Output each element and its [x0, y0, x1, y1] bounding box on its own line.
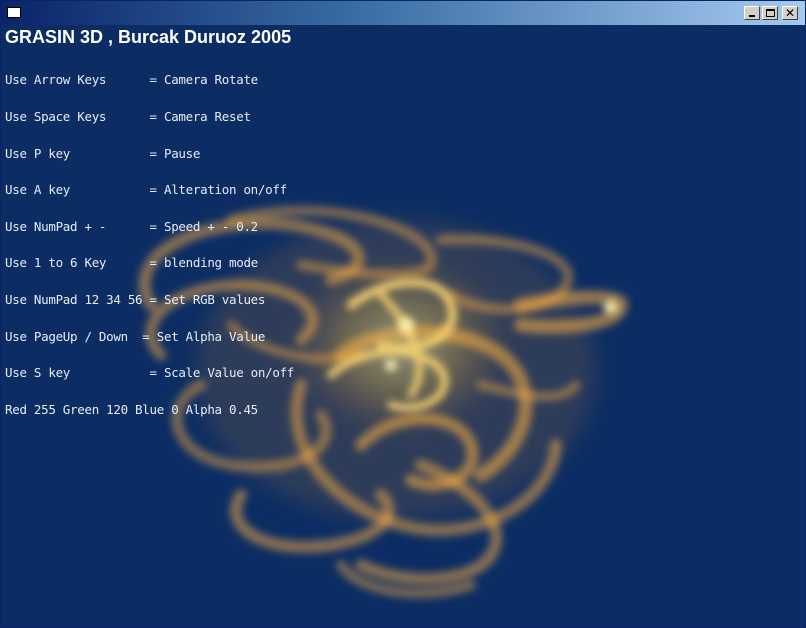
minimize-button[interactable] [744, 6, 760, 20]
overlay-title: GRASIN 3D , Burcak Duruoz 2005 [5, 27, 292, 47]
help-line: Use NumPad + - = Speed + - 0.2 [5, 218, 258, 234]
help-line: Use S key = Scale Value on/off [5, 365, 295, 381]
app-window-icon[interactable] [7, 7, 21, 18]
help-line: Use Space Keys = Camera Reset [5, 109, 251, 124]
close-button[interactable]: ✕ [782, 6, 798, 20]
help-line: Use NumPad 12 34 56 = Set RGB values [5, 291, 266, 307]
render-viewport[interactable]: GRASIN 3D , Burcak Duruoz 2005 Use Arrow… [1, 25, 805, 627]
help-line: Use PageUp / Down = Set Alpha Value [5, 328, 266, 344]
maximize-icon [766, 9, 775, 17]
help-line: Use 1 to 6 Key = blending mode [5, 255, 258, 271]
help-line: Use P key = Pause [5, 145, 201, 161]
particle-swirl-render [138, 205, 629, 599]
help-line: Use Arrow Keys = Camera Rotate [5, 72, 258, 88]
title-bar[interactable]: ✕ [1, 1, 805, 25]
help-line: Use A key = Alteration on/off [5, 182, 287, 198]
minimize-icon [749, 15, 755, 17]
close-icon: ✕ [784, 6, 796, 20]
maximize-button[interactable] [762, 6, 778, 20]
status-line: Red 255 Green 120 Blue 0 Alpha 0.45 [5, 401, 258, 417]
help-text: Use Arrow Keys = Camera Rotate Use Space… [5, 50, 294, 440]
